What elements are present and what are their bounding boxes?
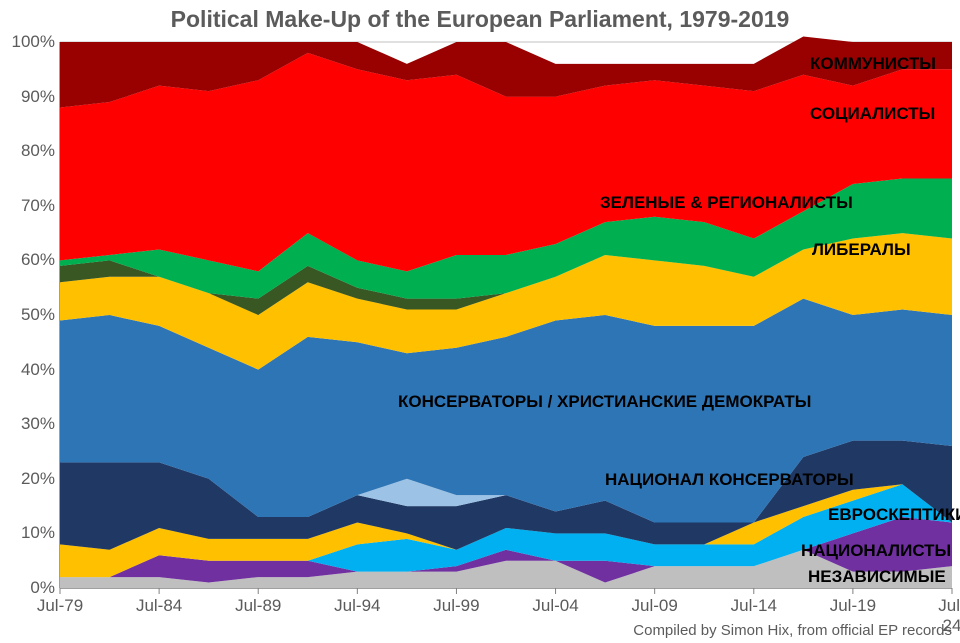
series-label-s10: СОЦИАЛИСТЫ	[810, 104, 935, 124]
chart-container: Political Make-Up of the European Parlia…	[0, 0, 960, 643]
y-tick-label: 10%	[5, 523, 55, 543]
x-tick-label: Jul-19	[830, 596, 876, 616]
y-tick-label: 20%	[5, 469, 55, 489]
x-tick-label: Jul-89	[235, 596, 281, 616]
y-tick-label: 30%	[5, 414, 55, 434]
series-label-s0: НЕЗАВИСИМЫЕ	[808, 567, 946, 587]
series-label-s6: КОНСЕРВАТОРЫ / ХРИСТИАНСКИЕ ДЕМОКРАТЫ	[398, 392, 811, 412]
series-label-s7: ЛИБЕРАЛЫ	[812, 240, 911, 260]
credit-text: Compiled by Simon Hix, from official EP …	[633, 622, 952, 639]
y-tick-label: 0%	[5, 578, 55, 598]
series-label-s11: КОММУНИСТЫ	[810, 54, 936, 74]
y-tick-label: 70%	[5, 196, 55, 216]
x-tick-label: Jul-04	[532, 596, 578, 616]
y-tick-label: 90%	[5, 87, 55, 107]
x-tick-label: Jul-84	[136, 596, 182, 616]
series-label-s9: ЗЕЛЕНЫЕ & РЕГИОНАЛИСТЫ	[600, 193, 853, 213]
series-label-s1: НАЦИОНАЛИСТЫ	[801, 541, 951, 561]
y-tick-label: 60%	[5, 250, 55, 270]
series-label-s2: ЕВРОСКЕПТИКИ	[828, 505, 960, 525]
x-tick-label: Jul-09	[632, 596, 678, 616]
x-tick-label: Jul-79	[37, 596, 83, 616]
x-tick-label: Jul-94	[334, 596, 380, 616]
y-tick-label: 100%	[5, 32, 55, 52]
y-tick-label: 80%	[5, 141, 55, 161]
x-tick-label: Jul-99	[433, 596, 479, 616]
x-tick-label: Jul-14	[731, 596, 777, 616]
y-tick-label: 50%	[5, 305, 55, 325]
series-label-s4: НАЦИОНАЛ КОНСЕРВАТОРЫ	[605, 470, 854, 490]
y-tick-label: 40%	[5, 360, 55, 380]
